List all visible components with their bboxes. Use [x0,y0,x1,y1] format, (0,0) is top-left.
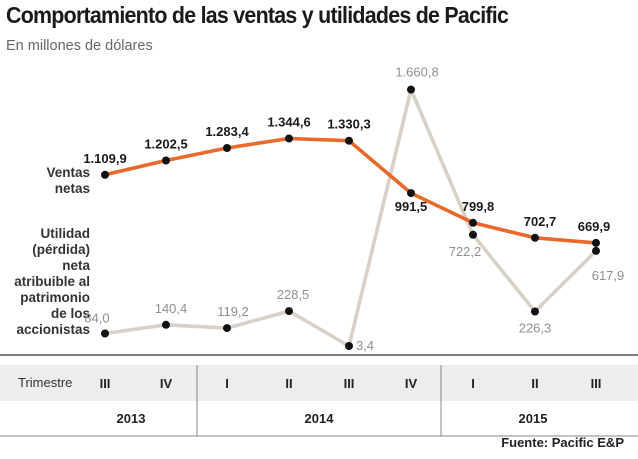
data-point-utilidad [285,307,293,316]
data-label-ventas: 991,5 [395,199,428,214]
data-point-ventas [531,233,539,242]
data-label-ventas: 1.109,9 [83,151,126,166]
series-label-line: atribuible al [14,274,90,289]
data-label-utilidad: 119,2 [217,304,249,319]
x-tick-label: I [225,376,229,391]
x-tick-label: IV [405,376,418,391]
x-tick-label: IV [160,376,173,391]
data-point-utilidad [469,230,477,239]
series-label-line: Utilidad [40,226,91,241]
series-label-line: accionistas [16,322,90,337]
chart-subtitle: En millones de dólares [6,38,153,54]
x-tick-label: II [285,376,292,391]
data-point-utilidad [101,329,109,338]
data-point-ventas [162,156,170,165]
axis-row-label: Trimestre [18,375,72,390]
data-point-utilidad [162,320,170,329]
x-tick-label: III [591,376,602,391]
data-label-utilidad: 1.660,8 [395,65,438,80]
series-label-line: neta [62,258,90,273]
data-label-utilidad: 722,2 [449,244,482,259]
year-label: 2014 [305,411,335,426]
data-label-ventas: 799,8 [462,199,495,214]
chart-title: Comportamiento de las ventas y utilidade… [6,2,509,28]
data-label-ventas: 1.283,4 [205,124,249,139]
data-point-ventas [345,136,353,145]
data-point-ventas [285,134,293,143]
data-label-ventas: 1.330,3 [327,117,370,132]
data-label-utilidad: 228,5 [277,287,310,302]
series-label-line: patrimonio [20,290,90,305]
data-point-ventas [407,189,415,198]
data-point-utilidad [531,307,539,316]
quarter-row-bg [0,365,638,401]
source-note: Fuente: Pacific E&P [501,435,624,450]
data-label-utilidad: 226,3 [519,321,552,336]
series-label-ventas: Ventas netas [0,165,90,197]
data-label-ventas: 1.202,5 [144,137,187,152]
x-tick-label: III [344,376,355,391]
data-point-ventas [469,218,477,227]
data-point-utilidad [592,246,600,255]
data-label-utilidad: 140,4 [155,301,188,316]
data-label-ventas: 669,9 [578,219,611,234]
year-label: 2013 [117,411,146,426]
series-line-ventas [103,136,598,245]
data-label-utilidad: 3,4 [356,338,374,353]
data-point-ventas [223,144,231,152]
x-tick-label: I [471,376,475,391]
x-tick-label: III [100,376,111,391]
data-point-ventas [592,238,600,247]
data-label-utilidad: 84,0 [84,311,109,326]
data-point-ventas [101,170,109,179]
data-point-utilidad [345,342,353,350]
data-label-utilidad: 617,9 [592,268,625,283]
x-tick-label: II [531,376,538,391]
data-point-utilidad [407,85,415,94]
data-label-ventas: 702,7 [524,214,557,229]
year-row-bg [0,401,638,436]
series-label-line: (pérdida) [32,242,90,257]
series-label-line: netas [54,181,90,196]
data-point-utilidad [223,324,231,333]
year-label: 2015 [519,411,548,426]
series-label-utilidad: Utilidad (pérdida) neta atribuible al pa… [0,226,90,338]
series-label-line: Ventas [46,165,90,180]
series-label-line: de los [50,306,90,321]
data-label-ventas: 1.344,6 [267,115,310,130]
